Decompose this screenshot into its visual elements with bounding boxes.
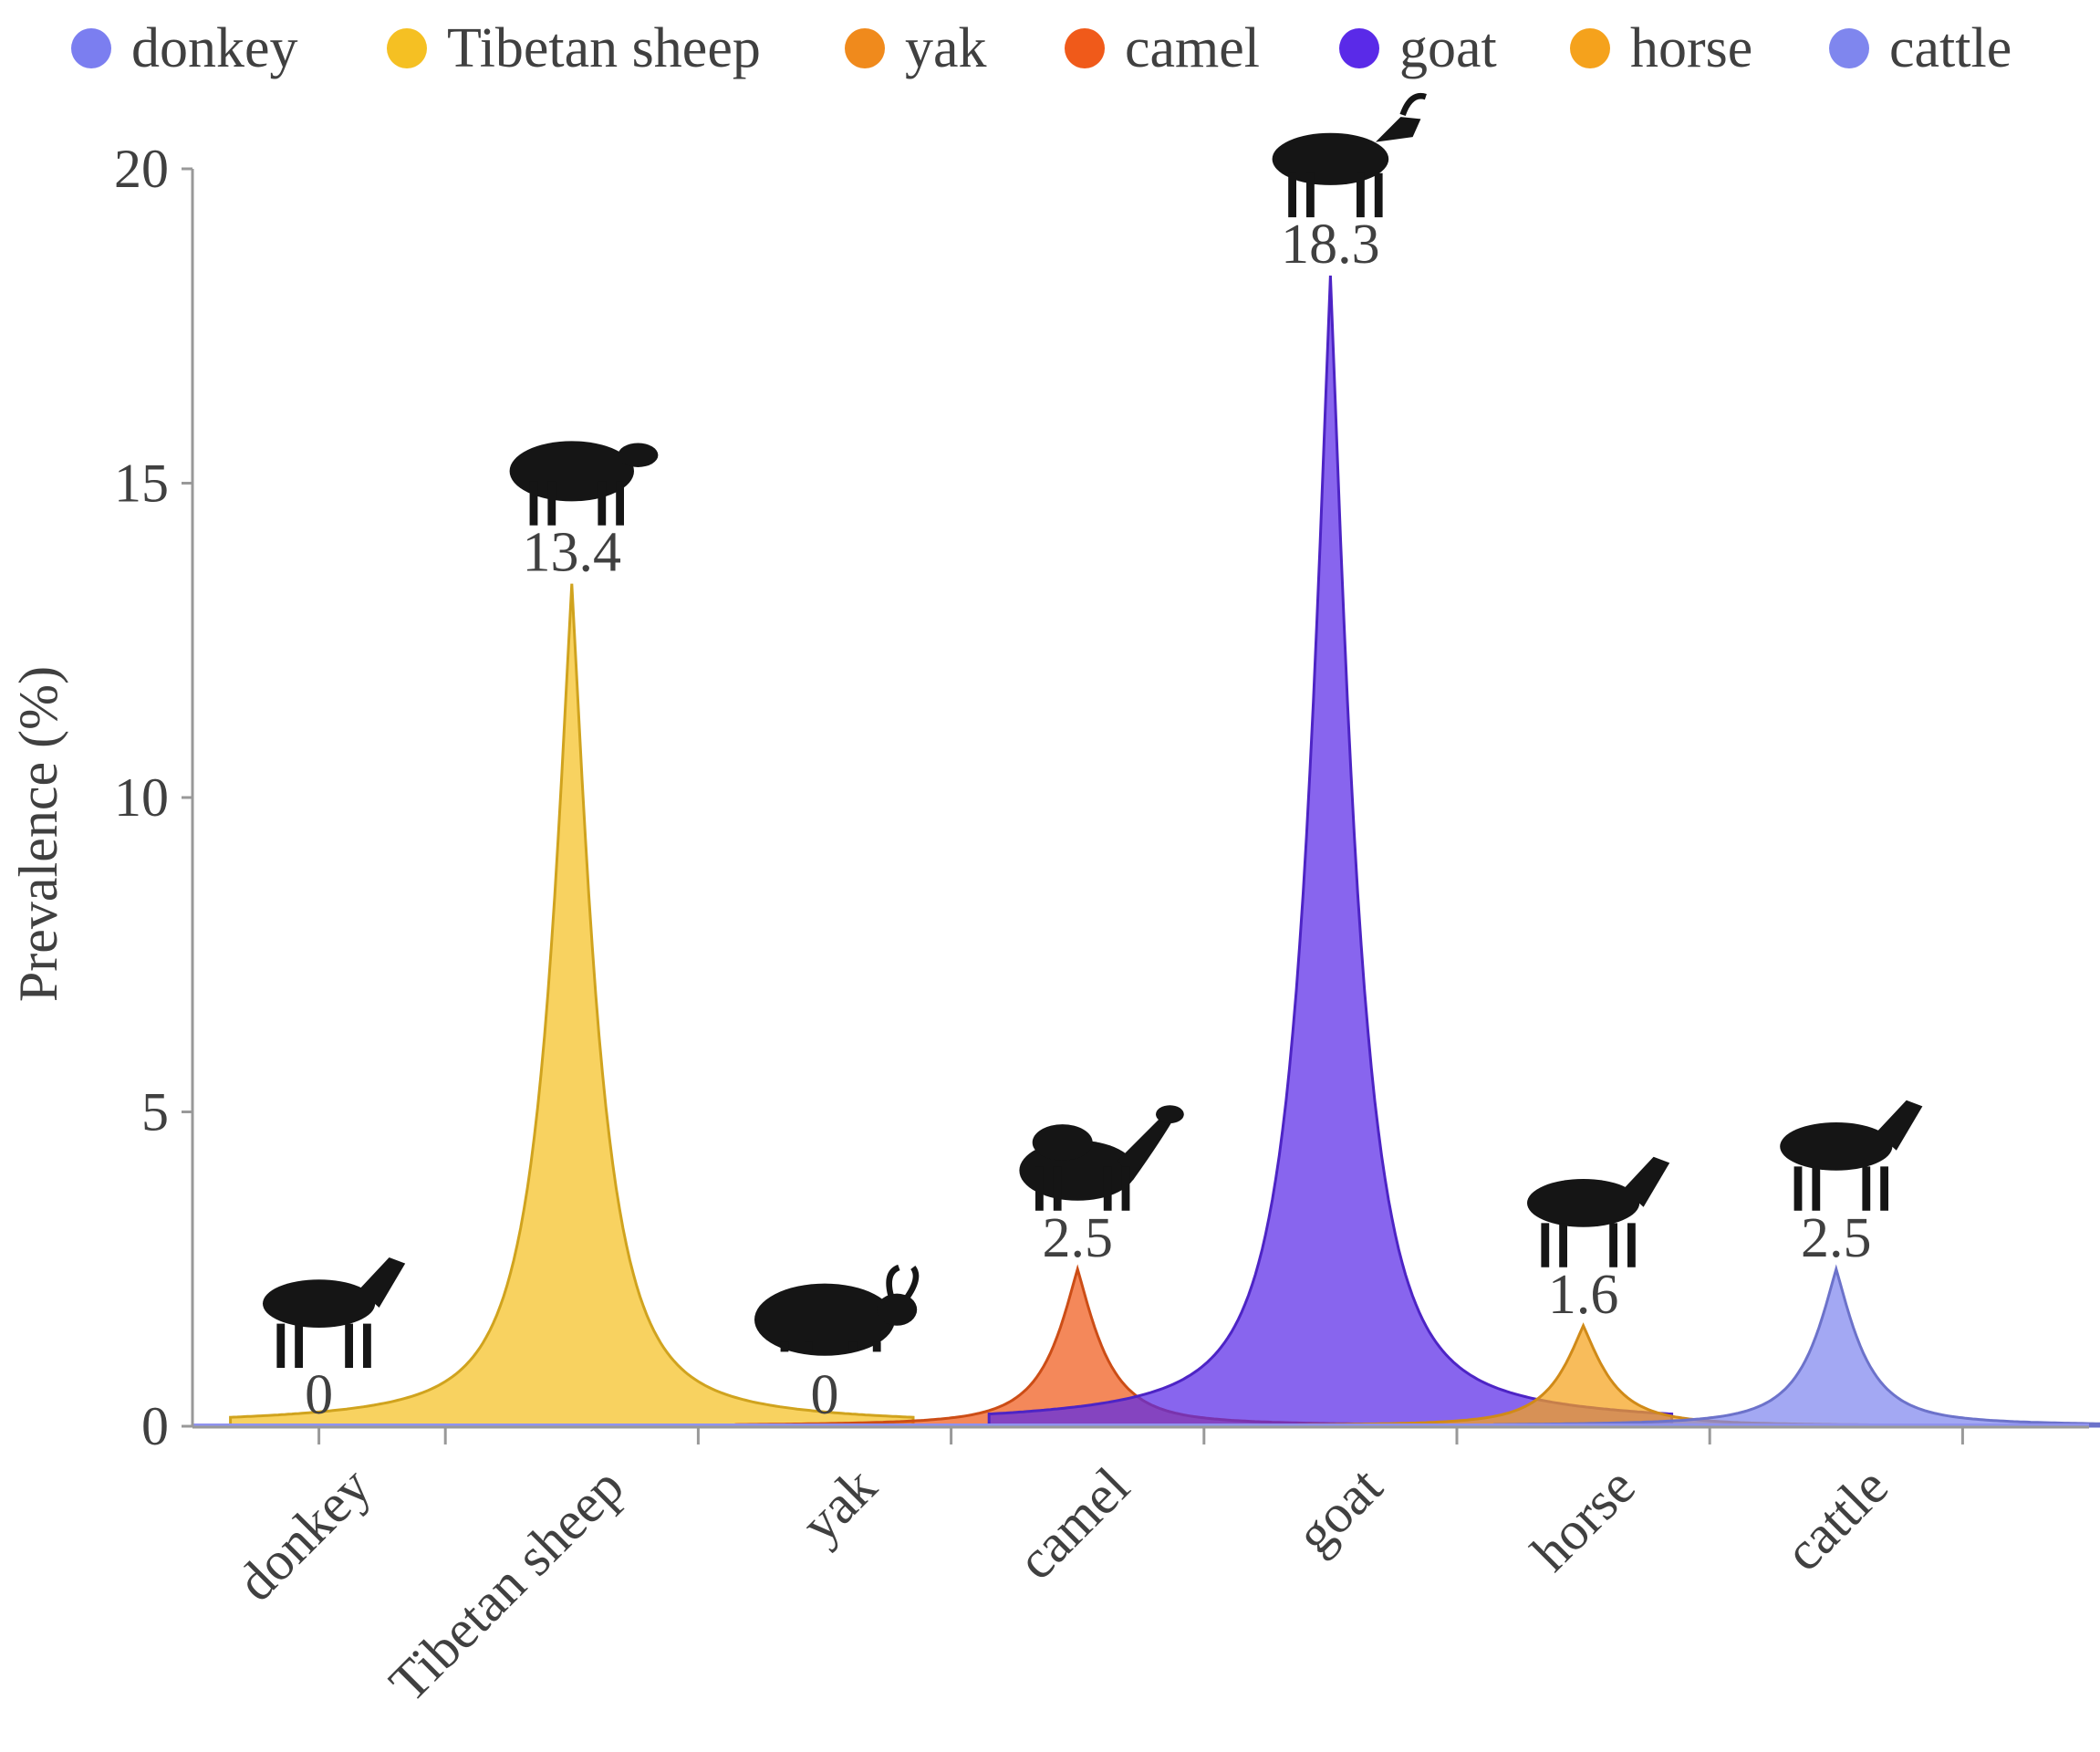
legend-item-cattle[interactable]: cattle (1829, 13, 2012, 84)
legend-swatch (1829, 28, 1869, 68)
legend-swatch (1339, 28, 1379, 68)
x-tick-label-cattle: cattle (1773, 1456, 1899, 1583)
legend-label: camel (1125, 16, 1261, 79)
data-label-cattle: 2.5 (1801, 1207, 1872, 1269)
y-tick-label: 10 (114, 767, 169, 828)
legend-label: goat (1399, 16, 1497, 79)
goat-icon (1272, 92, 1427, 218)
legend-label: donkey (131, 16, 298, 79)
y-tick-label: 15 (114, 454, 169, 514)
legend-swatch (387, 28, 427, 68)
donkey-icon (263, 1257, 406, 1368)
peak-tibetan-sheep (229, 583, 915, 1428)
data-label-donkey: 0 (305, 1364, 333, 1426)
x-tick-label-donkey: donkey (225, 1456, 382, 1613)
legend-swatch (1065, 28, 1105, 68)
legend-item-yak[interactable]: yak (845, 13, 987, 84)
yak-icon (754, 1264, 920, 1356)
legend-label: horse (1630, 16, 1753, 79)
legend-item-horse[interactable]: horse (1570, 13, 1752, 84)
legend-item-camel[interactable]: camel (1065, 13, 1260, 84)
x-tick-label-camel: camel (1005, 1456, 1140, 1591)
legend-item-tibetan-sheep[interactable]: Tibetan sheep (387, 13, 761, 84)
x-tick-label-goat: goat (1284, 1455, 1394, 1565)
y-axis-title: Prevalence (%) (8, 666, 68, 1002)
data-label-tibetan-sheep: 13.4 (523, 522, 622, 584)
y-tick-label: 0 (141, 1396, 169, 1456)
peak-cattle (1493, 1264, 2100, 1428)
data-label-camel: 2.5 (1042, 1207, 1113, 1269)
data-label-horse: 1.6 (1548, 1264, 1619, 1326)
legend-label: cattle (1889, 16, 2012, 79)
y-tick-label: 5 (141, 1082, 169, 1142)
legend: donkey Tibetan sheep yak camel goat horse catt… (0, 0, 2100, 100)
cattle-icon (1780, 1100, 1923, 1211)
y-tick-label: 20 (114, 139, 169, 199)
legend-swatch (1570, 28, 1610, 68)
x-tick-label-tibetan-sheep: Tibetan sheep (378, 1456, 635, 1714)
legend-item-goat[interactable]: goat (1339, 13, 1497, 84)
data-label-goat: 18.3 (1281, 214, 1380, 276)
data-label-yak: 0 (811, 1364, 839, 1426)
legend-item-donkey[interactable]: donkey (71, 13, 298, 84)
x-tick-label-yak: yak (789, 1456, 888, 1555)
legend-swatch (845, 28, 885, 68)
legend-label: Tibetan sheep (447, 16, 761, 79)
camel-icon (1019, 1105, 1184, 1211)
x-tick-label-horse: horse (1520, 1456, 1647, 1583)
sheep-icon (509, 441, 659, 526)
legend-swatch (71, 28, 111, 68)
legend-label: yak (905, 16, 987, 79)
horse-icon (1527, 1156, 1670, 1267)
